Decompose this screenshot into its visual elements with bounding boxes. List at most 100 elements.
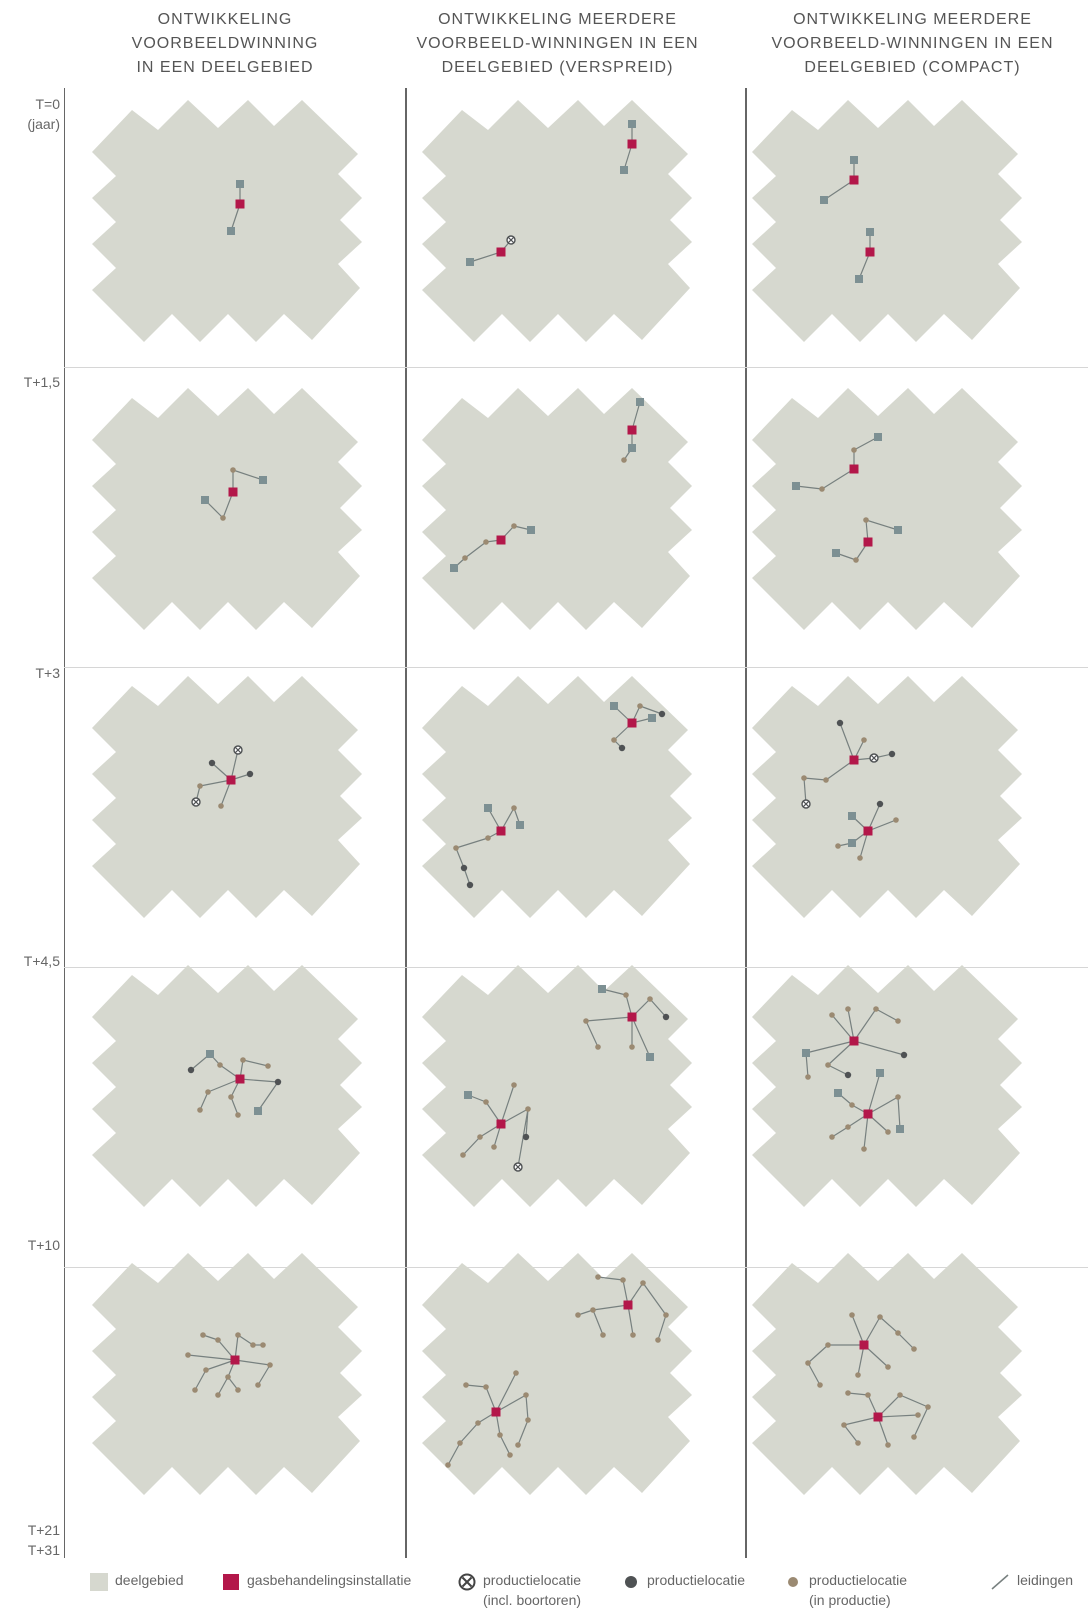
- productielocatie-in-productie-marker: [835, 843, 841, 849]
- productielocatie-planned-marker: [866, 228, 874, 236]
- productielocatie-in-productie-marker: [851, 447, 857, 453]
- diagram-cell-c2-r5: [422, 1253, 692, 1495]
- productielocatie-in-productie-marker: [595, 1274, 601, 1280]
- pipeline: [592, 1309, 604, 1336]
- boortoren-marker: [869, 753, 879, 763]
- gasbehandelingsinstallatie-marker: [627, 718, 637, 728]
- legend-label: productielocatie: [483, 1572, 582, 1588]
- productielocatie-planned-marker: [598, 985, 606, 993]
- pipeline: [239, 1078, 279, 1083]
- productielocatie-in-productie-marker: [475, 1420, 481, 1426]
- productielocatie-in-productie-marker: [611, 737, 617, 743]
- productielocatie-in-productie-marker: [895, 1330, 901, 1336]
- pipeline: [807, 1344, 829, 1364]
- productielocatie-in-productie-marker: [630, 1332, 636, 1338]
- legend-item-productielocatie-boortoren: productielocatie (incl. boortoren): [458, 1570, 581, 1610]
- diagram-cell-c2-r3: [422, 676, 692, 918]
- pipeline: [597, 1276, 624, 1281]
- productielocatie-in-productie-marker: [583, 1018, 589, 1024]
- productielocatie-planned-marker: [636, 398, 644, 406]
- gasbehandelingsinstallatie-marker: [849, 1036, 859, 1046]
- productielocatie-in-productie-marker: [511, 523, 517, 529]
- productielocatie-in-productie-marker: [849, 1102, 855, 1108]
- productielocatie-in-productie-marker: [865, 1392, 871, 1398]
- productielocatie-planned-marker: [610, 702, 618, 710]
- pipeline: [455, 837, 489, 849]
- productielocatie-in-productie-marker: [523, 1392, 529, 1398]
- productielocatie-planned-marker: [206, 1050, 214, 1058]
- productielocatie-planned-marker: [450, 564, 458, 572]
- productielocatie-in-productie-marker: [621, 457, 627, 463]
- gasbehandelingsinstallatie-marker: [863, 1109, 873, 1119]
- gasbehandelingsinstallatie-marker: [235, 199, 245, 209]
- pipeline: [913, 1406, 929, 1438]
- productielocatie-planned-marker: [896, 1125, 904, 1133]
- pipeline: [495, 1394, 527, 1413]
- pipeline: [847, 1008, 855, 1042]
- pipeline: [823, 179, 855, 201]
- productielocatie-in-productie-marker: [805, 1074, 811, 1080]
- pipeline: [897, 1096, 901, 1130]
- time-label-line: (jaar): [27, 116, 60, 132]
- productielocatie-in-productie-marker: [215, 1392, 221, 1398]
- row-divider: [64, 367, 1088, 368]
- pipeline: [897, 1332, 915, 1350]
- productielocatie-planned-marker: [874, 433, 882, 441]
- pipeline: [199, 779, 232, 787]
- productielocatie-in-productie-marker: [863, 517, 869, 523]
- pipeline: [863, 1316, 881, 1346]
- productielocatie-in-productie-marker: [250, 1342, 256, 1348]
- productielocatie-marker: [836, 719, 844, 727]
- productielocatie-planned-marker: [527, 526, 535, 534]
- time-label-line: T+4,5: [23, 953, 60, 969]
- pipeline: [459, 1422, 479, 1444]
- pipeline: [237, 1334, 254, 1346]
- gasbehandelingsinstallatie-marker: [496, 247, 506, 257]
- gasbehandelingsinstallatie-marker: [623, 1300, 633, 1310]
- legend-label: productielocatie: [647, 1572, 746, 1588]
- productielocatie-in-productie-marker: [849, 1312, 855, 1318]
- pipeline: [230, 1096, 239, 1116]
- productielocatie-in-productie-marker: [845, 1390, 851, 1396]
- pipeline: [847, 1392, 869, 1396]
- pipeline: [649, 998, 667, 1018]
- time-label-line: T+21: [27, 1522, 60, 1538]
- column-divider-2: [745, 88, 747, 1558]
- diagram-cell-c3-r5: [752, 1253, 1022, 1495]
- diagram-cell-c3-r1: [752, 100, 1022, 342]
- pipeline: [465, 1384, 487, 1388]
- gasbehandelingsinstallatie-marker: [849, 464, 859, 474]
- legend-label: productielocatie: [809, 1572, 908, 1588]
- productielocatie-in-productie-marker: [655, 1337, 661, 1343]
- productielocatie-marker: [460, 864, 468, 872]
- column-header-2: ONTWIKKELING MEERDERE VOORBEELD-WINNINGE…: [405, 8, 710, 80]
- deelgebied-area: [752, 100, 1022, 342]
- gasbehandelingsinstallatie-marker: [496, 535, 506, 545]
- circled-x-icon: [458, 1573, 476, 1591]
- pipeline: [447, 1442, 461, 1466]
- time-label-line: T+31: [27, 1542, 60, 1558]
- productielocatie-in-productie-marker: [823, 777, 829, 783]
- productielocatie-marker: [522, 1133, 530, 1141]
- productielocatie-in-productie-marker: [829, 1134, 835, 1140]
- pipeline: [642, 1282, 667, 1316]
- gasbehandelingsinstallatie-marker: [235, 1074, 245, 1084]
- pipeline: [877, 1416, 889, 1446]
- pipeline: [795, 485, 823, 490]
- pipeline: [257, 1081, 279, 1112]
- legend-label: deelgebied: [115, 1572, 184, 1588]
- productielocatie-in-productie-marker: [457, 1440, 463, 1446]
- legend-label: (in productie): [809, 1592, 891, 1608]
- productielocatie-in-productie-marker: [200, 1332, 206, 1338]
- column-header-line: DEELGEBIED (VERSPREID): [441, 59, 674, 76]
- productielocatie-marker: [466, 881, 474, 889]
- productielocatie-in-productie-marker: [525, 1417, 531, 1423]
- pipeline: [257, 1364, 271, 1386]
- pipeline: [199, 1091, 209, 1111]
- productielocatie-in-productie-marker: [491, 1144, 497, 1150]
- legend: deelgebied gasbehandelingsinstallatie pr…: [90, 1570, 1080, 1622]
- pipeline: [230, 749, 239, 781]
- gasbehandelingsinstallatie-marker: [491, 1407, 501, 1417]
- pipeline: [827, 1064, 849, 1076]
- productielocatie-in-productie-marker: [203, 1367, 209, 1373]
